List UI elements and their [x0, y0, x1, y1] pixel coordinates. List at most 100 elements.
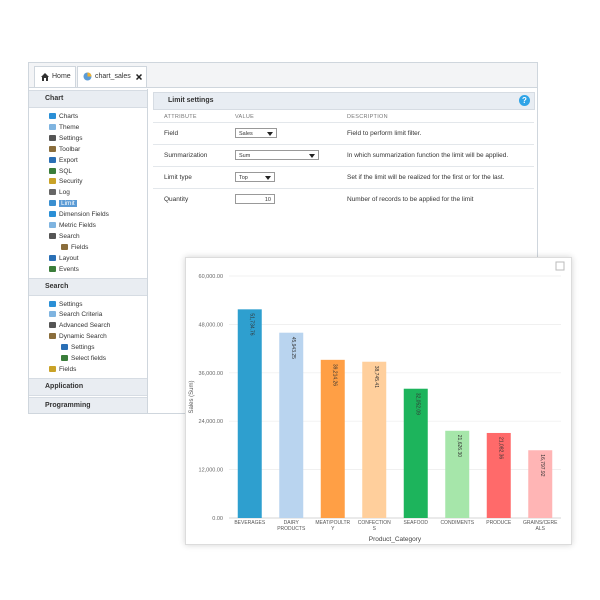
- x-tick-label: GRAINS/CEREALS: [523, 520, 558, 532]
- tree-icon: [49, 222, 56, 228]
- column-header: VALUE: [235, 114, 255, 120]
- section-title: Search: [45, 282, 69, 290]
- control-value: Sales: [239, 131, 253, 137]
- section-title: Application: [45, 382, 84, 390]
- x-axis-title: Product_Category: [369, 536, 422, 543]
- tree-icon: [49, 134, 56, 141]
- tree-label: Metric Fields: [59, 222, 96, 229]
- tree-icon: [49, 145, 56, 152]
- control-value: 10: [264, 197, 271, 203]
- chart-icon: [83, 72, 92, 81]
- section-header[interactable]: Application: [29, 377, 147, 396]
- sidebar: Chart Charts Theme Settings Toolbar Export SQL…: [29, 89, 148, 413]
- tree-label: Dimension Fields: [59, 211, 109, 219]
- tree-icon: [49, 333, 56, 340]
- tree-label: Events: [59, 265, 79, 273]
- dropdown-arrow: [267, 132, 273, 136]
- panel-title: Limit settings: [168, 97, 214, 104]
- bar: [279, 332, 304, 518]
- tree-item[interactable]: Theme: [49, 122, 79, 133]
- attribute: Quantity: [164, 196, 189, 203]
- close-icon[interactable]: [136, 74, 142, 80]
- section-header[interactable]: Programming: [29, 396, 147, 413]
- tree-item[interactable]: Settings: [61, 342, 95, 353]
- tree-item[interactable]: Security: [49, 176, 82, 187]
- section-header[interactable]: Search: [29, 277, 147, 296]
- chart-window: Sales (Sum) Product_Category 0.00 12,000.…: [185, 257, 572, 545]
- help-button[interactable]: ?: [519, 95, 530, 106]
- tree-icon: [49, 113, 56, 119]
- tree-item[interactable]: Metric Fields: [49, 220, 96, 231]
- dropdown-arrow: [265, 176, 271, 180]
- value-label: 16,797.92: [539, 454, 545, 476]
- column-header: ATTRIBUTE: [164, 114, 197, 120]
- tree-icon: [49, 178, 56, 185]
- tree-label: SQL: [59, 167, 73, 175]
- select[interactable]: Sales: [235, 128, 277, 138]
- x-tick-label: PRODUCE: [486, 520, 512, 526]
- tab-label: chart_sales: [95, 73, 131, 80]
- tree-label: Theme: [59, 123, 80, 131]
- tree-icon: [61, 344, 68, 351]
- dropdown-arrow: [309, 154, 315, 158]
- y-tick-label: 24,000.00: [199, 419, 223, 425]
- home-icon: [41, 73, 49, 81]
- tree-label: Security: [59, 178, 83, 186]
- value-label: 51,734.76: [248, 313, 254, 335]
- tree-label: Toolbar: [59, 145, 81, 153]
- tree-label: Settings: [59, 300, 83, 308]
- tree-label: Search: [59, 232, 80, 240]
- bar: [362, 361, 387, 518]
- tree-label: Export: [59, 156, 78, 164]
- tree-icon: [49, 300, 56, 307]
- value-label: 32,052.09: [414, 393, 420, 415]
- select[interactable]: Sum: [235, 150, 319, 160]
- tree-item[interactable]: Limit: [49, 198, 77, 209]
- bar: [237, 309, 262, 518]
- tree-item[interactable]: Fields: [49, 364, 76, 375]
- tree-item[interactable]: Dimension Fields: [49, 209, 109, 220]
- tree-item[interactable]: SQL: [49, 166, 72, 177]
- tree-icon: [49, 322, 56, 329]
- tree-item[interactable]: Layout: [49, 253, 79, 264]
- y-tick-label: 12,000.00: [199, 468, 223, 474]
- tree-icon: [49, 200, 56, 207]
- select[interactable]: Top: [235, 172, 275, 182]
- bar: [445, 430, 470, 518]
- tree-item[interactable]: Select fields: [61, 353, 106, 364]
- tree-item[interactable]: Export: [49, 155, 78, 166]
- tree-item[interactable]: Toolbar: [49, 144, 80, 155]
- tree-item[interactable]: Advanced Search: [49, 320, 110, 331]
- table-row: Field Sales Field to perform limit filter.: [153, 122, 534, 145]
- tree-icon: [49, 365, 56, 372]
- y-tick-label: 60,000.00: [199, 274, 223, 280]
- tree-icon: [49, 156, 56, 163]
- chart-tab[interactable]: chart_sales: [77, 66, 147, 87]
- text-input[interactable]: 10: [235, 194, 275, 204]
- tree-item[interactable]: Events: [49, 264, 79, 275]
- tree-label: Search Criteria: [59, 311, 103, 319]
- section-header[interactable]: Chart: [29, 90, 147, 108]
- tree-item[interactable]: Log: [49, 187, 70, 198]
- tree-item[interactable]: Charts: [49, 111, 78, 122]
- tree-label: Settings: [71, 344, 95, 352]
- tab-label: Home: [52, 73, 71, 80]
- tree-icon: [49, 311, 56, 318]
- tree-label: Fields: [71, 243, 89, 251]
- tree-item[interactable]: Dynamic Search: [49, 331, 107, 342]
- tree-label: Layout: [59, 254, 79, 262]
- bar: [486, 432, 511, 518]
- tree-item[interactable]: Search: [49, 231, 80, 242]
- tree-icon: [49, 123, 56, 130]
- expand-icon[interactable]: [555, 261, 565, 271]
- home-tab[interactable]: Home: [34, 66, 76, 87]
- tree-item[interactable]: Fields: [61, 242, 88, 253]
- description: Field to perform limit filter.: [347, 130, 422, 137]
- tree-item[interactable]: Search Criteria: [49, 309, 102, 320]
- tree-item[interactable]: Settings: [49, 133, 83, 144]
- value-label: 38,745.41: [373, 366, 379, 388]
- section-title: Chart: [45, 95, 64, 102]
- x-tick-label: SEAFOOD: [403, 520, 428, 526]
- tree-label: Fields: [59, 365, 77, 373]
- tree-item[interactable]: Settings: [49, 299, 83, 310]
